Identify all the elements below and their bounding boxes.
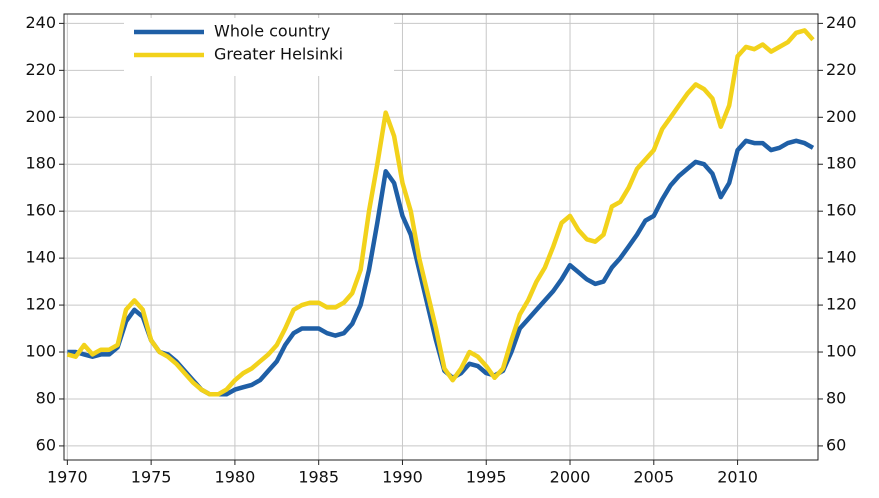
y2-tick-label: 200	[826, 107, 857, 126]
y-tick-label: 140	[25, 248, 56, 267]
y-tick-label: 80	[36, 388, 56, 407]
y-tick-label: 160	[25, 201, 56, 220]
legend-label: Greater Helsinki	[214, 45, 343, 64]
y2-tick-label: 80	[826, 388, 846, 407]
y-tick-label: 60	[36, 435, 56, 454]
series-line	[66, 28, 815, 397]
y2-tick-label: 120	[826, 295, 857, 314]
x-tick-label: 1985	[298, 468, 339, 487]
x-tick-label: 1975	[131, 468, 172, 487]
y-tick-label: 180	[25, 154, 56, 173]
y2-tick-label: 60	[826, 435, 846, 454]
y2-tick-label: 160	[826, 201, 857, 220]
y2-tick-label: 240	[826, 13, 857, 32]
y-tick-label: 120	[25, 295, 56, 314]
plot-frame	[63, 13, 819, 461]
x-tick-label: 2010	[717, 468, 758, 487]
legend-box	[124, 18, 394, 76]
y2-tick-label: 140	[826, 248, 857, 267]
x-tick-label: 1990	[382, 468, 423, 487]
y2-tick-label: 220	[826, 60, 857, 79]
x-tick-label: 2000	[550, 468, 591, 487]
y-tick-label: 200	[25, 107, 56, 126]
legend-label: Whole country	[214, 22, 330, 41]
y2-tick-label: 100	[826, 342, 857, 361]
x-tick-label: 1970	[47, 468, 88, 487]
y-tick-label: 100	[25, 342, 56, 361]
x-tick-label: 1995	[466, 468, 507, 487]
y-tick-label: 220	[25, 60, 56, 79]
y2-tick-label: 180	[826, 154, 857, 173]
x-tick-label: 2005	[633, 468, 674, 487]
y-tick-label: 240	[25, 13, 56, 32]
x-tick-label: 1980	[215, 468, 256, 487]
